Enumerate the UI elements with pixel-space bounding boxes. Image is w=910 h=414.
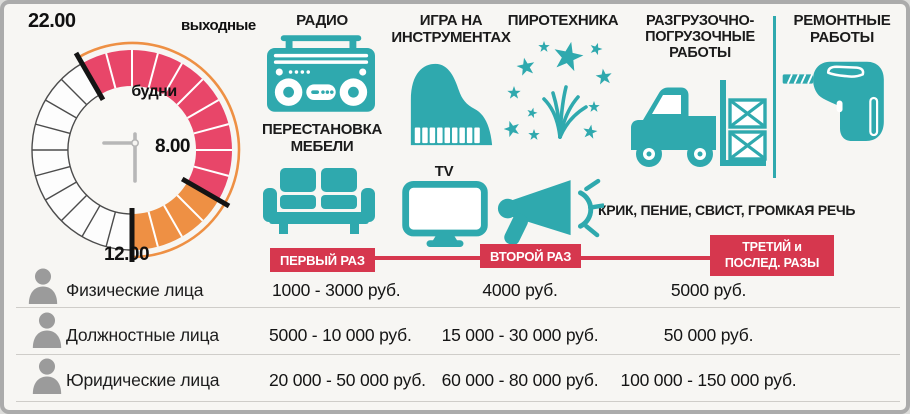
quiet-start-time: 22.00 <box>28 10 76 32</box>
fine-value: 50 000 руб. <box>663 325 754 345</box>
clock-dial <box>31 41 241 262</box>
weekday-label: будни <box>131 83 177 100</box>
person-icon <box>32 358 62 394</box>
fireworks-label: ПИРОТЕХНИКА <box>507 12 619 29</box>
row-separator <box>16 354 900 355</box>
fine-value: 100 000 - 150 000 руб. <box>620 370 797 390</box>
weekend-end-time: 12.00 <box>104 244 150 265</box>
fireworks-icon <box>504 38 613 140</box>
forklift-icon <box>631 80 767 167</box>
fine-value: 4000 руб. <box>482 280 558 300</box>
stage-badge-third: ТРЕТИЙ и ПОСЛЕД. РАЗЫ <box>710 235 834 276</box>
row-label-legal-entities: Юридические лица <box>66 370 220 390</box>
tv-icon <box>402 181 488 248</box>
stage-badge-second: ВТОРОЙ РАЗ <box>480 244 582 268</box>
megaphone-icon <box>497 178 604 246</box>
radio-label: РАДИО <box>296 12 348 29</box>
row-label-individuals: Физические лица <box>66 280 204 300</box>
fine-value: 15 000 - 30 000 руб. <box>441 325 599 345</box>
fine-value: 20 000 - 50 000 руб. <box>269 370 426 390</box>
drill-icon <box>782 61 884 141</box>
stage-badge-first: ПЕРВЫЙ РАЗ <box>270 248 375 272</box>
fine-value: 5000 - 10 000 руб. <box>269 325 412 345</box>
row-separator <box>16 307 900 308</box>
shouting-label: КРИК, ПЕНИЕ, СВИСТ, ГРОМКАЯ РЕЧЬ <box>598 202 856 218</box>
row-label-officials: Должностные лица <box>66 325 219 345</box>
person-icon <box>28 268 58 304</box>
weekend-label: выходные <box>181 17 256 34</box>
repair-label: РЕМОНТНЫЕ РАБОТЫ <box>793 12 891 46</box>
radio-icon <box>267 35 375 112</box>
row-separator <box>16 401 900 402</box>
clock-hands <box>102 132 140 183</box>
piano-icon <box>410 63 493 146</box>
fine-value: 1000 - 3000 руб. <box>272 280 401 300</box>
tv-label: TV <box>434 163 454 180</box>
instruments-label: ИГРА НА ИНСТРУМЕНТАХ <box>391 12 511 46</box>
loading-label: РАЗГРУЗОЧНО-ПОГРУЗОЧНЫЕ РАБОТЫ <box>645 13 755 62</box>
sofa-icon <box>263 168 375 234</box>
section-divider <box>773 16 776 178</box>
person-icon <box>32 312 62 348</box>
fine-value: 60 000 - 80 000 руб. <box>441 370 599 390</box>
fine-value: 5000 руб. <box>670 280 747 300</box>
furniture-label: ПЕРЕСТАНОВКА МЕБЕЛИ <box>261 121 383 155</box>
weekday-end-time: 8.00 <box>155 136 190 157</box>
